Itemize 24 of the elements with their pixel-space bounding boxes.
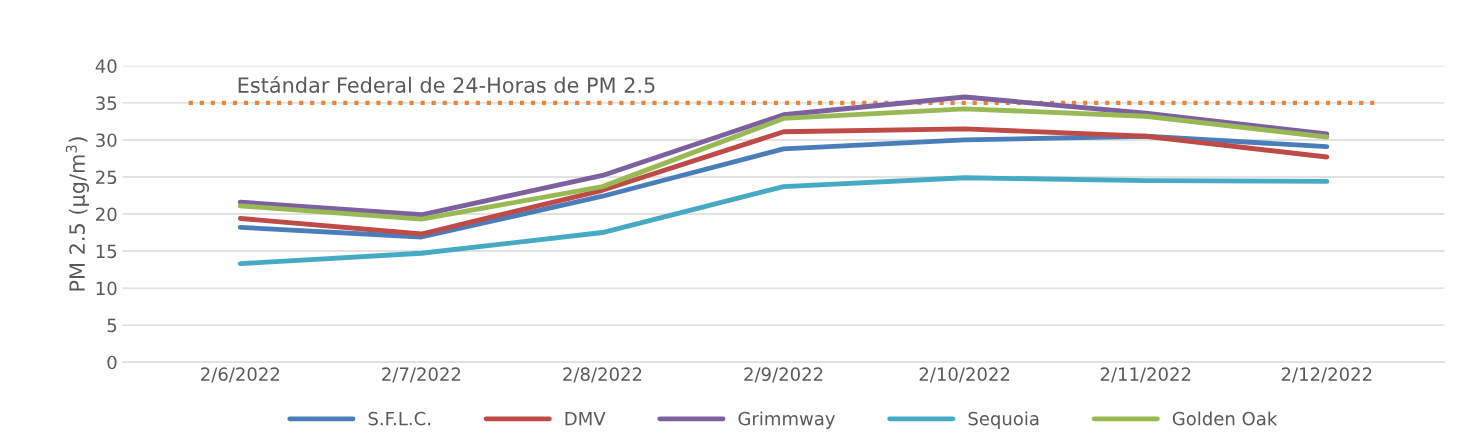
y-tick-label: 15 — [96, 244, 117, 259]
x-tick-label: 2/11/2022 — [1100, 367, 1191, 383]
x-tick-label: 2/9/2022 — [744, 367, 823, 383]
legend-label: Sequoia — [968, 411, 1039, 429]
y-tick-label: 40 — [95, 59, 117, 73]
legend-label: S.F.L.C. — [368, 411, 431, 426]
y-tick-label: 30 — [96, 133, 117, 148]
y-tick-label: 5 — [107, 318, 117, 333]
ref-line-label: Estándar Federal de 24-Horas de PM 2.5 — [238, 75, 655, 93]
x-tick-label: 2/10/2022 — [919, 367, 1010, 383]
y-tick-label: 25 — [96, 170, 117, 185]
legend-label: Grimmway — [738, 411, 836, 429]
y-tick-label: 20 — [96, 207, 117, 222]
x-tick-label: 2/6/2022 — [201, 367, 280, 383]
y-tick-label: 0 — [107, 355, 117, 370]
y-tick-label: 10 — [96, 281, 117, 296]
legend-label: Golden Oak — [1172, 411, 1278, 426]
y-axis-title: PM 2.5 (µg/m$^{3}$) — [65, 137, 89, 291]
line-series — [237, 175, 1330, 267]
x-tick-label: 2/8/2022 — [563, 367, 642, 383]
legend-label: DMV — [565, 411, 606, 426]
x-tick-label: 2/12/2022 — [1281, 367, 1372, 383]
y-tick-label: 35 — [96, 96, 117, 111]
x-tick-label: 2/7/2022 — [382, 367, 461, 383]
